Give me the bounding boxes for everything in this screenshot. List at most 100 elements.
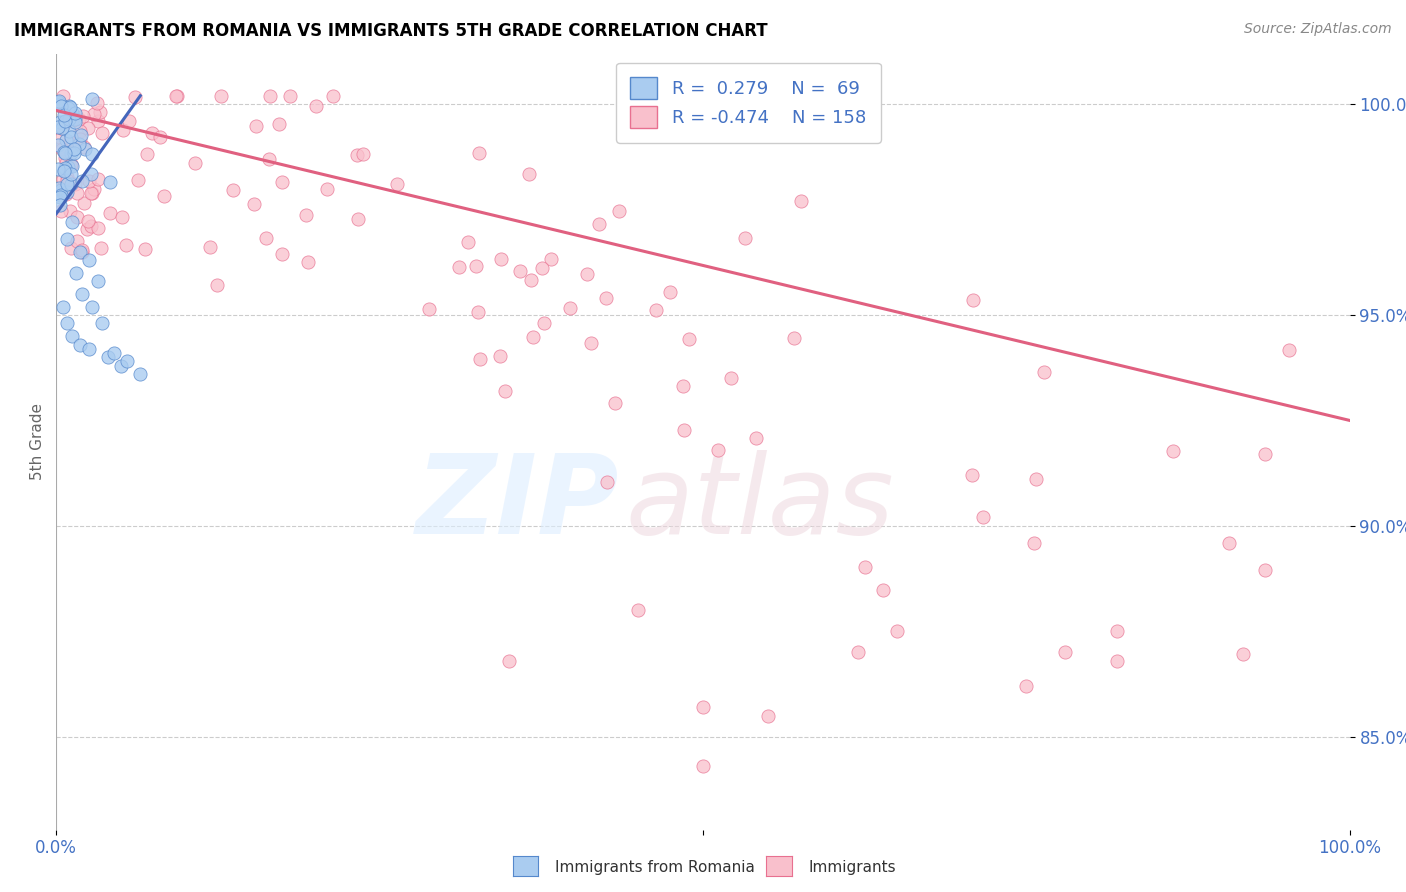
Point [52,300,75,314]
Point [165,88,187,103]
Point [114,238,136,252]
Point [49,203,72,218]
Point [720,370,742,384]
Point [87,221,110,235]
Point [447,260,470,274]
Point [346,211,368,226]
Point [60,177,83,191]
Point [1232,648,1254,662]
Point [77,120,100,135]
Text: IMMIGRANTS FROM ROMANIA VS IMMIGRANTS 5TH GRADE CORRELATION CHART: IMMIGRANTS FROM ROMANIA VS IMMIGRANTS 5T… [14,22,768,40]
Point [63,178,86,192]
Point [51,185,73,199]
Point [59,157,82,171]
Point [72,140,94,154]
Point [129,367,152,381]
Point [72,109,94,123]
Point [53,162,76,177]
Point [97,350,120,364]
Point [531,261,554,276]
Point [267,117,290,131]
Point [55,133,77,147]
Point [80,146,103,161]
Text: Immigrants: Immigrants [808,860,896,874]
Point [86,274,108,288]
Point [166,88,188,103]
Point [69,337,91,351]
Point [960,468,983,483]
Point [59,130,82,145]
Point [673,423,696,437]
Point [1105,624,1128,639]
Point [872,583,894,598]
Point [734,231,756,245]
Point [48,115,70,129]
Point [48,98,70,112]
Point [58,160,80,174]
Point [118,113,141,128]
Point [59,100,82,114]
Point [134,242,156,256]
Point [60,112,83,127]
Point [56,169,79,184]
Point [58,112,80,127]
Point [659,285,682,299]
Point [63,112,86,126]
Point [1105,654,1128,668]
Point [575,267,598,281]
Point [86,95,108,110]
Point [58,124,80,138]
Point [72,195,94,210]
Point [1254,447,1277,461]
Point [124,90,146,104]
Point [352,147,374,161]
Point [65,266,87,280]
Point [48,181,70,195]
Point [87,113,110,128]
Point [295,208,318,222]
Point [77,253,100,268]
Point [1161,443,1184,458]
Point [66,186,89,200]
Point [100,206,122,220]
Point [69,131,91,145]
Point [489,252,512,267]
Point [55,317,77,331]
Point [110,359,132,373]
Point [558,301,581,316]
Point [470,351,492,366]
Point [603,396,626,410]
Point [77,214,100,228]
Point [707,443,730,458]
Point [259,88,281,103]
Point [297,254,319,268]
Point [55,115,77,129]
Point [80,219,103,233]
Point [79,186,101,200]
Point [315,182,337,196]
Point [744,431,766,445]
Point [56,172,79,186]
Point [49,130,72,145]
Point [1022,536,1045,550]
Point [111,123,134,137]
Point [53,164,76,178]
Point [63,105,86,120]
Point [385,177,408,191]
Point [49,99,72,113]
Point [48,197,70,211]
Point [962,293,984,308]
Point [77,342,100,356]
Point [517,167,540,181]
Point [588,217,610,231]
Point [60,106,83,120]
Point [607,204,630,219]
Point [305,99,328,113]
Point [51,184,73,198]
Point [70,128,93,143]
Point [205,277,228,292]
Point [63,115,86,129]
Point [69,124,91,138]
Text: atlas: atlas [626,450,894,558]
Point [63,142,86,156]
